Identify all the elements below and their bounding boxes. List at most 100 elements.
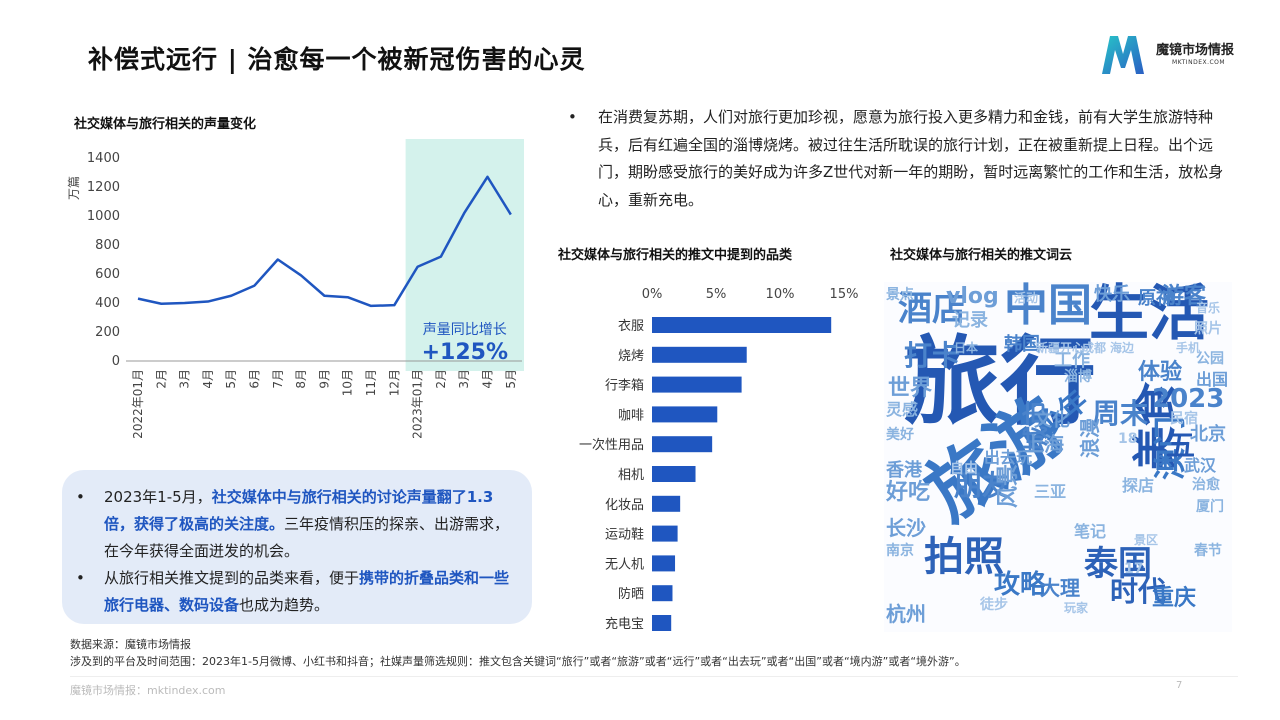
cloud-word: 淄博 [1064, 369, 1092, 385]
cloud-word: 海边 [1110, 341, 1135, 355]
x-tick-label: 4月 [201, 369, 215, 389]
cloud-word: 厦门 [1196, 499, 1224, 515]
x-tick-label: 5% [706, 287, 727, 302]
cloud-word: 朋友 [954, 469, 1011, 502]
category-label: 咖啡 [618, 408, 644, 423]
line-chart-title: 社交媒体与旅行相关的声量变化 [74, 117, 257, 132]
cloud-word: 笔记 [1074, 522, 1107, 541]
cloud-word: 治愈 [1192, 477, 1220, 493]
cloud-word: 韩国 [1004, 334, 1040, 355]
x-tick-label: 9月 [317, 369, 331, 389]
bar [652, 406, 718, 423]
cloud-word: 文化 [1034, 410, 1070, 431]
cloud-word: 武汉 [1184, 456, 1217, 475]
top-bullet-text: 在消费复苏期，人们对旅行更加珍视，愿意为旅行投入更多精力和金钱，前有大学生旅游特… [598, 108, 1224, 209]
logo-url: MKTINDEX.COM [1172, 59, 1226, 66]
category-label: 化妆品 [605, 498, 644, 513]
cloud-word: 美好 [886, 427, 914, 443]
cloud-word: 18 [1118, 431, 1138, 447]
cloud-word: 游客 [1162, 284, 1207, 309]
cloud-word: 南京 [886, 543, 914, 559]
cloud-word: 世界 [888, 376, 933, 401]
cloud-word: 工作 [1054, 350, 1090, 371]
annotation-label: 声量同比增长 [423, 322, 507, 338]
cloud-word: 好吃 [886, 480, 931, 505]
cloud-word: 原神 [1138, 288, 1174, 309]
x-tick-label: 11月 [364, 369, 378, 396]
page-number: 7 [1176, 680, 1183, 691]
summary-box: • 2023年1-5月，社交媒体中与旅行相关的讨论声量翻了1.3倍，获得了极高的… [62, 470, 532, 624]
cloud-word: 旅行 [904, 326, 1096, 438]
x-tick-label: 5月 [504, 369, 518, 389]
cloud-word: 新疆 [1036, 341, 1061, 355]
cloud-word: 时代 [1110, 575, 1167, 608]
summary-1-highlight: 社交媒体中与旅行相关的讨论声量翻了1.3倍，获得了极高的关注度。 [104, 488, 494, 533]
logo-name: 魔镜市场情报 [1156, 43, 1235, 58]
cloud-word: 杭州 [886, 602, 926, 626]
cloud-word: 风景 [996, 463, 1021, 508]
bar [652, 376, 742, 393]
y-tick-label: 400 [95, 296, 120, 311]
cloud-word: 生活 [1089, 282, 1209, 349]
cloud-word: 记录 [952, 310, 988, 331]
cloud-word: 长沙 [886, 516, 926, 540]
cloud-word: 体验 [1138, 360, 1183, 385]
cloud-word: 自由 [950, 461, 978, 477]
cloud-word: 泰国 [1084, 544, 1152, 584]
cloud-word: 灵感 [886, 400, 919, 419]
x-tick-label: 3月 [457, 369, 471, 389]
summary-2-highlight: 携带的折叠品类和一些旅行电器、数码设备 [104, 569, 510, 614]
x-tick-label: 12月 [387, 369, 401, 396]
bullet-dot: • [568, 108, 577, 126]
cloud-word: 出国 [1196, 370, 1229, 389]
bar [652, 555, 676, 572]
footer-scope: 涉及到的平台及时间范围：2023年1-5月微博、小红书和抖音；社媒声量筛选规则：… [70, 655, 966, 668]
bar [652, 525, 678, 542]
bar [652, 317, 832, 333]
category-label: 防晒 [618, 586, 644, 602]
x-tick-label: 2023年01月 [411, 369, 425, 439]
y-tick-label: 200 [95, 325, 120, 340]
x-tick-label: 2022年01月 [131, 369, 145, 439]
x-tick-label: 0% [642, 287, 663, 302]
x-tick-label: 15% [830, 287, 859, 302]
bar [652, 585, 673, 602]
y-axis-label: 万篇 [66, 176, 81, 200]
y-tick-label: 0 [112, 354, 120, 369]
category-label: 相机 [618, 468, 644, 483]
cloud-word: 酒店 [898, 289, 966, 329]
cloud-word: 春节 [1194, 543, 1222, 559]
cloud-word: 攻略 [994, 570, 1047, 600]
word-cloud: 旅行 旅游 生活 中国 美食 拍照 泰国 澳门 酒店 时代 少年 周末 攻略 朋友 城市 游客 2023 打卡 重庆… [884, 282, 1232, 632]
page-title: 补偿式远行 | 治愈每一个被新冠伤害的心灵 [88, 45, 586, 74]
cloud-word: 徒步 [980, 597, 1008, 613]
category-label: 衣服 [618, 318, 644, 334]
annotation-value: +125% [422, 340, 508, 365]
bar [652, 615, 672, 631]
cloud-word: 中国 [1004, 282, 1092, 331]
bar-chart-title: 社交媒体与旅行相关的推文中提到的品类 [558, 248, 793, 263]
cloud-word: 探店 [1122, 476, 1155, 495]
cloud-word: 重庆 [1152, 586, 1197, 611]
y-tick-label: 1400 [87, 151, 120, 166]
summary-2-pre: 从旅行相关推文提到的品类来看，便于 [104, 569, 360, 587]
cloud-word: 三亚 [1034, 482, 1067, 501]
bar [652, 466, 696, 482]
category-label: 充电宝 [605, 616, 644, 632]
cloud-title: 社交媒体与旅行相关的推文词云 [890, 248, 1073, 263]
cloud-word: 日本 [954, 341, 979, 355]
category-label: 无人机 [605, 557, 644, 572]
bar [652, 346, 747, 363]
cloud-word: 景点 [886, 287, 914, 303]
x-tick-label: 2月 [154, 369, 168, 389]
category-label: 运动鞋 [605, 527, 644, 543]
cloud-word: 北京 [1190, 424, 1226, 445]
cloud-word: 2023 [1152, 384, 1225, 414]
x-tick-label: 8月 [294, 369, 308, 389]
cloud-word: 活动 [1014, 291, 1039, 305]
summary-2-post: 也成为趋势。 [239, 596, 330, 614]
line-chart: 万篇 0 200 400 600 800 1000 1200 1400 2022年01月 2月 3月 4… [66, 139, 524, 439]
cloud-word: 快乐 [1094, 284, 1130, 305]
cloud-word: 手机 [1176, 341, 1201, 355]
